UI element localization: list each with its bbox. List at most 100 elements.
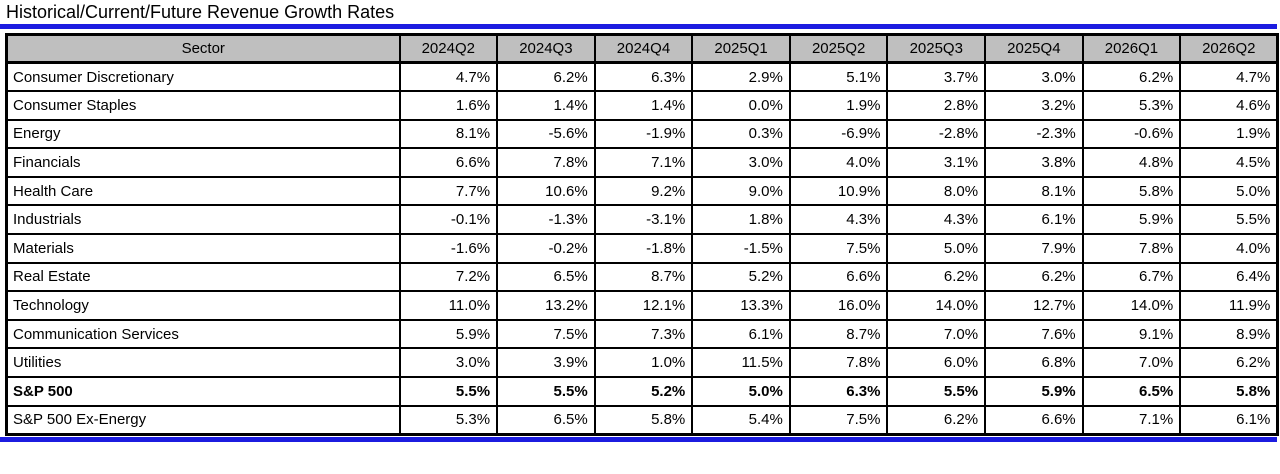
growth-value-cell: 7.7%: [398, 175, 499, 207]
growth-value-cell: 1.8%: [691, 204, 791, 236]
column-header-2025q4: 2025Q4: [984, 33, 1084, 64]
growth-value-cell: 8.1%: [984, 175, 1084, 207]
growth-value-cell: 4.0%: [788, 147, 889, 178]
growth-value-cell: 6.0%: [886, 347, 987, 379]
growth-value-cell: 7.6%: [984, 318, 1084, 350]
sector-label: Real Estate: [5, 261, 401, 293]
growth-value-cell: 6.4%: [1179, 261, 1279, 293]
column-header-2025q1: 2025Q1: [691, 33, 791, 64]
growth-value-cell: 4.6%: [1179, 90, 1279, 121]
sector-label: Consumer Staples: [5, 90, 401, 121]
table-row: Utilities 3.0% 3.9% 1.0% 11.5% 7.8% 6.0% 6.8% 7.…: [5, 347, 1279, 379]
growth-value-cell: 3.0%: [691, 147, 791, 178]
table-row: Industrials -0.1% -1.3% -3.1% 1.8% 4.3% 4.3% 6.…: [5, 204, 1279, 236]
growth-value-cell: -3.1%: [593, 204, 694, 236]
growth-value-cell: 4.0%: [1179, 233, 1279, 264]
table-row: Technology 11.0% 13.2% 12.1% 13.3% 16.0% 14.0%…: [5, 290, 1279, 321]
growth-value-cell: -1.8%: [593, 233, 694, 264]
growth-value-cell: 14.0%: [886, 290, 987, 321]
growth-value-cell: 8.7%: [593, 261, 694, 293]
table-row: Real Estate 7.2% 6.5% 8.7% 5.2% 6.6% 6.2% 6.2% 6…: [5, 261, 1279, 293]
growth-value-cell: -5.6%: [496, 118, 596, 150]
growth-value-cell: -1.9%: [593, 118, 694, 150]
growth-value-cell: 7.1%: [593, 147, 694, 178]
growth-value-cell: 10.9%: [788, 175, 889, 207]
growth-value-cell: 7.3%: [593, 318, 694, 350]
sector-label: Utilities: [5, 347, 401, 379]
table-row: Health Care 7.7% 10.6% 9.2% 9.0% 10.9% 8.0% 8.1…: [5, 175, 1279, 207]
growth-value-cell: 7.5%: [788, 233, 889, 264]
growth-value-cell: 0.0%: [691, 90, 791, 121]
growth-value-cell: 6.1%: [984, 204, 1084, 236]
growth-value-cell: 7.0%: [1081, 347, 1182, 379]
growth-value-cell: 13.3%: [691, 290, 791, 321]
growth-value-cell: 6.6%: [398, 147, 499, 178]
growth-value-cell: 1.9%: [788, 90, 889, 121]
growth-value-cell: 5.3%: [1081, 90, 1182, 121]
growth-value-cell: 4.7%: [1179, 61, 1279, 93]
growth-value-cell: 16.0%: [788, 290, 889, 321]
growth-value-cell: -0.2%: [496, 233, 596, 264]
sector-label: Health Care: [5, 175, 401, 207]
growth-value-cell: 6.3%: [788, 376, 889, 407]
growth-value-cell: 6.2%: [886, 404, 987, 436]
growth-value-cell: -0.6%: [1081, 118, 1182, 150]
growth-value-cell: 7.1%: [1081, 404, 1182, 436]
column-header-2025q2: 2025Q2: [788, 33, 889, 64]
growth-value-cell: 5.0%: [691, 376, 791, 407]
table-row: S&P 500 Ex-Energy 5.3% 6.5% 5.8% 5.4% 7.5% 6.2…: [5, 404, 1279, 436]
table-row: Consumer Discretionary 4.7% 6.2% 6.3% 2.9% 5.…: [5, 61, 1279, 93]
growth-value-cell: 6.5%: [496, 261, 596, 293]
growth-value-cell: 6.3%: [593, 61, 694, 93]
growth-value-cell: 3.1%: [886, 147, 987, 178]
growth-value-cell: 7.0%: [886, 318, 987, 350]
growth-value-cell: 11.0%: [398, 290, 499, 321]
growth-value-cell: 5.3%: [398, 404, 499, 436]
growth-value-cell: 5.9%: [398, 318, 499, 350]
growth-value-cell: 5.5%: [496, 376, 596, 407]
growth-value-cell: 0.3%: [691, 118, 791, 150]
growth-value-cell: 2.9%: [691, 61, 791, 93]
growth-value-cell: 5.4%: [691, 404, 791, 436]
growth-value-cell: 5.5%: [398, 376, 499, 407]
growth-value-cell: 8.0%: [886, 175, 987, 207]
growth-value-cell: 6.1%: [1179, 404, 1279, 436]
growth-value-cell: -2.3%: [984, 118, 1084, 150]
sector-label: Energy: [5, 118, 401, 150]
column-header-2024q2: 2024Q2: [398, 33, 499, 64]
column-header-2025q3: 2025Q3: [886, 33, 987, 64]
growth-value-cell: 14.0%: [1081, 290, 1182, 321]
growth-value-cell: 5.5%: [1179, 204, 1279, 236]
growth-value-cell: -6.9%: [788, 118, 889, 150]
table-row: Communication Services 5.9% 7.5% 7.3% 6.1% 8.…: [5, 318, 1279, 350]
growth-value-cell: 13.2%: [496, 290, 596, 321]
growth-value-cell: 1.4%: [496, 90, 596, 121]
growth-value-cell: 6.2%: [984, 261, 1084, 293]
table-header-row: Sector 2024Q2 2024Q3 2024Q4 2025Q1 2025Q2 2025…: [5, 33, 1279, 64]
page-title: Historical/Current/Future Revenue Growth…: [6, 2, 395, 22]
growth-value-cell: 5.1%: [788, 61, 889, 93]
sector-label: S&P 500: [5, 376, 401, 407]
growth-value-cell: -0.1%: [398, 204, 499, 236]
growth-value-cell: 5.8%: [1179, 376, 1279, 407]
growth-value-cell: 4.3%: [788, 204, 889, 236]
growth-value-cell: 1.9%: [1179, 118, 1279, 150]
table-row: Consumer Staples 1.6% 1.4% 1.4% 0.0% 1.9% 2.8%…: [5, 90, 1279, 121]
sector-label: Communication Services: [5, 318, 401, 350]
growth-value-cell: 7.8%: [496, 147, 596, 178]
title-underline-rule: [0, 24, 1277, 29]
growth-value-cell: 9.2%: [593, 175, 694, 207]
sector-label: S&P 500 Ex-Energy: [5, 404, 401, 436]
growth-value-cell: 3.0%: [398, 347, 499, 379]
column-header-2024q4: 2024Q4: [593, 33, 694, 64]
growth-value-cell: 7.2%: [398, 261, 499, 293]
table-bottom-rule: [0, 436, 1277, 442]
growth-value-cell: 5.0%: [886, 233, 987, 264]
growth-value-cell: 7.5%: [496, 318, 596, 350]
growth-value-cell: 11.9%: [1179, 290, 1279, 321]
growth-value-cell: 8.7%: [788, 318, 889, 350]
growth-value-cell: 9.1%: [1081, 318, 1182, 350]
growth-value-cell: 6.2%: [496, 61, 596, 93]
growth-value-cell: 3.7%: [886, 61, 987, 93]
growth-value-cell: 5.2%: [691, 261, 791, 293]
